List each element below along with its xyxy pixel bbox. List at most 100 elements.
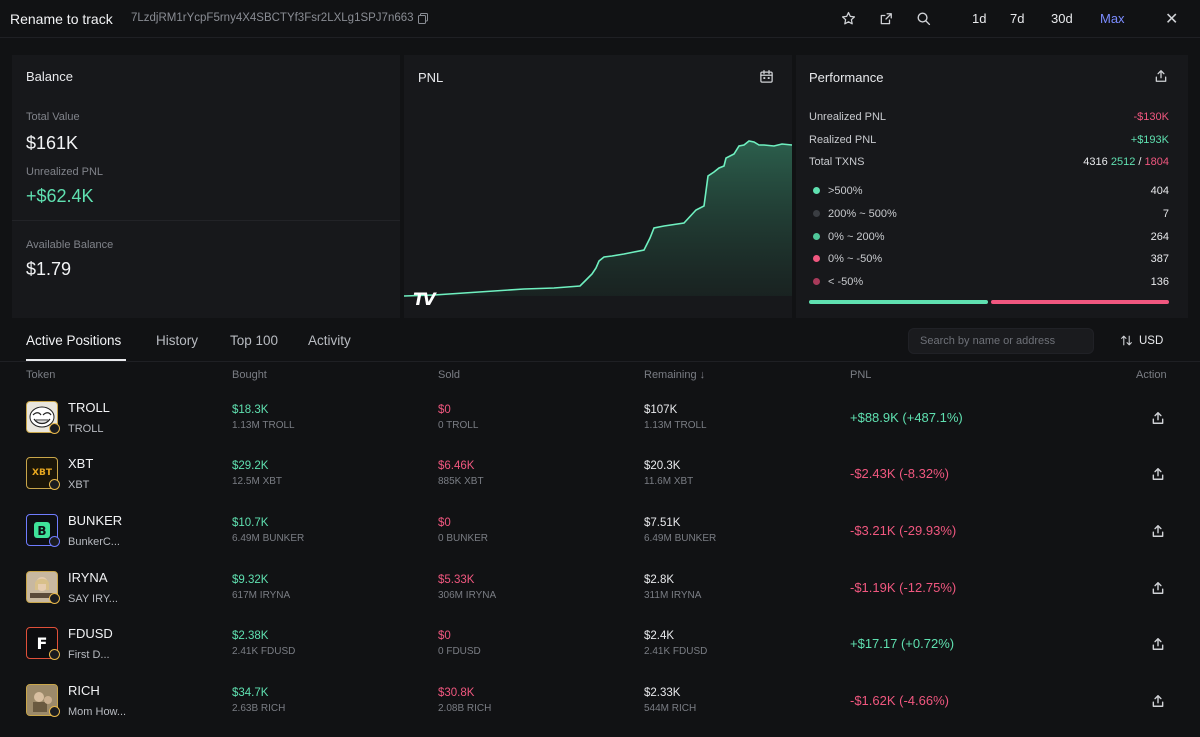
bought-value: $29.2K	[232, 460, 269, 472]
tab-history[interactable]: History	[156, 333, 199, 348]
top-bar: Rename to track 7LzdjRM1rYcpF5rny4X4SBCT…	[0, 0, 1200, 38]
external-link-icon[interactable]	[877, 10, 894, 27]
table-row[interactable]: IRYNA SAY IRY... $9.32K 617M IRYNA $5.33…	[0, 560, 1200, 616]
share-icon[interactable]	[1151, 581, 1165, 595]
pnl-value: +$88.9K (+487.1%)	[850, 410, 963, 425]
perf-realized-label: Realized PNL	[809, 134, 877, 146]
share-icon[interactable]	[1151, 694, 1165, 708]
currency-toggle[interactable]: USD	[1120, 334, 1163, 347]
pnl-value: -$2.43K (-8.32%)	[850, 466, 949, 481]
token-avatar: F	[26, 627, 58, 659]
wallet-title[interactable]: Rename to track	[10, 11, 113, 27]
bought-amount: 6.49M BUNKER	[232, 533, 305, 544]
loss-bar-segment	[991, 300, 1169, 304]
token-avatar	[26, 571, 58, 603]
available-balance-label: Available Balance	[26, 239, 114, 251]
pnl-area	[404, 141, 792, 296]
range-30d-button[interactable]: 30d	[1051, 11, 1073, 26]
token-avatar	[26, 684, 58, 716]
token-name: TROLL	[68, 423, 104, 435]
col-action: Action	[1136, 369, 1167, 381]
svg-text:B: B	[37, 524, 46, 538]
bucket-label: < -50%	[828, 276, 864, 288]
remaining-amount: 6.49M BUNKER	[644, 533, 717, 544]
token-name: BunkerC...	[68, 536, 120, 548]
bought-amount: 2.41K FDUSD	[232, 646, 296, 657]
close-icon[interactable]: ✕	[1165, 11, 1179, 28]
xbt-logo: XBT	[32, 468, 52, 478]
share-icon[interactable]	[1151, 524, 1165, 538]
unrealized-pnl-label: Unrealized PNL	[26, 166, 104, 178]
sold-amount: 0 TROLL	[438, 420, 479, 431]
token-name: First D...	[68, 649, 110, 661]
bought-amount: 1.13M TROLL	[232, 420, 295, 431]
col-remaining[interactable]: Remaining ↓	[644, 369, 706, 381]
sold-amount: 306M IRYNA	[438, 590, 497, 601]
remaining-amount: 311M IRYNA	[644, 590, 702, 601]
tab-top-100[interactable]: Top 100	[230, 333, 279, 348]
table-row[interactable]: RICH Mom How... $34.7K 2.63B RICH $30.8K…	[0, 673, 1200, 729]
total-value: $161K	[26, 133, 79, 153]
share-icon[interactable]	[1151, 411, 1165, 425]
wallet-address: 7LzdjRM1rYcpF5rny4X4SBCTYf3Fsr2LXLg1SPJ7…	[131, 12, 428, 24]
star-icon[interactable]	[840, 10, 857, 27]
win-loss-bar	[809, 300, 1169, 304]
bought-value: $9.32K	[232, 574, 269, 586]
table-row[interactable]: XBT XBT XBT $29.2K 12.5M XBT $6.46K 885K…	[0, 446, 1200, 502]
bought-value: $10.7K	[232, 517, 269, 529]
bucket-count: 264	[1150, 231, 1169, 243]
tab-active-positions[interactable]: Active Positions	[26, 333, 122, 348]
copy-icon[interactable]	[417, 12, 428, 24]
range-1d-button[interactable]: 1d	[972, 11, 987, 26]
table-row[interactable]: F FDUSD First D... $2.38K 2.41K FDUSD $0…	[0, 616, 1200, 672]
search-input[interactable]	[908, 328, 1094, 354]
token-symbol[interactable]: FDUSD	[68, 626, 113, 641]
token-symbol[interactable]: BUNKER	[68, 513, 123, 528]
remaining-value: $2.4K	[644, 630, 675, 642]
token-symbol[interactable]: RICH	[68, 683, 100, 698]
perf-txns-values: 4316 2512 / 1804	[1083, 156, 1169, 168]
balance-title: Balance	[26, 69, 73, 84]
perf-realized-row: Realized PNL +$193K	[809, 134, 1169, 146]
pnl-value: -$3.21K (-29.93%)	[850, 523, 957, 538]
bucket-label: 200% ~ 500%	[828, 208, 897, 220]
token-name: SAY IRY...	[68, 593, 118, 605]
search-icon[interactable]	[915, 10, 932, 27]
bucket-count: 404	[1150, 185, 1169, 197]
perf-unrealized-row: Unrealized PNL -$130K	[809, 111, 1169, 123]
bucket-dot	[813, 186, 820, 194]
bucket-label: 0% ~ 200%	[828, 231, 885, 243]
perf-unrealized-label: Unrealized PNL	[809, 111, 887, 123]
remaining-value: $2.8K	[644, 574, 675, 586]
share-icon[interactable]	[1154, 69, 1168, 83]
platform-badge-icon	[49, 649, 60, 660]
bought-amount: 617M IRYNA	[232, 590, 291, 601]
wallet-address-text: 7LzdjRM1rYcpF5rny4X4SBCTYf3Fsr2LXLg1SPJ7…	[131, 12, 414, 24]
table-row[interactable]: TROLL TROLL $18.3K 1.13M TROLL $0 0 TROL…	[0, 390, 1200, 446]
sold-amount: 885K XBT	[438, 476, 484, 487]
share-icon[interactable]	[1151, 637, 1165, 651]
sort-swap-icon	[1121, 335, 1132, 346]
bucket-row: < -50% 136	[813, 276, 1169, 288]
tab-activity[interactable]: Activity	[308, 333, 351, 348]
token-avatar	[26, 401, 58, 433]
pnl-value: -$1.19K (-12.75%)	[850, 580, 957, 595]
range-7d-button[interactable]: 7d	[1010, 11, 1025, 26]
bought-amount: 2.63B RICH	[232, 703, 286, 714]
perf-realized-value: +$193K	[1130, 134, 1169, 146]
remaining-value: $7.51K	[644, 517, 681, 529]
perf-unrealized-value: -$130K	[1133, 111, 1169, 123]
table-row[interactable]: B BUNKER BunkerC... $10.7K 6.49M BUNKER …	[0, 503, 1200, 559]
perf-txns-label: Total TXNS	[809, 156, 865, 168]
token-symbol[interactable]: IRYNA	[68, 570, 108, 585]
sold-value: $0	[438, 404, 451, 416]
token-symbol[interactable]: TROLL	[68, 400, 110, 415]
calendar-icon[interactable]	[759, 69, 774, 84]
sold-value: $30.8K	[438, 687, 475, 699]
balance-panel	[12, 55, 400, 318]
token-symbol[interactable]: XBT	[68, 456, 94, 471]
range-max-button[interactable]: Max	[1100, 11, 1125, 26]
share-icon[interactable]	[1151, 467, 1165, 481]
sold-value: $0	[438, 630, 451, 642]
tabs-divider	[0, 361, 1200, 362]
